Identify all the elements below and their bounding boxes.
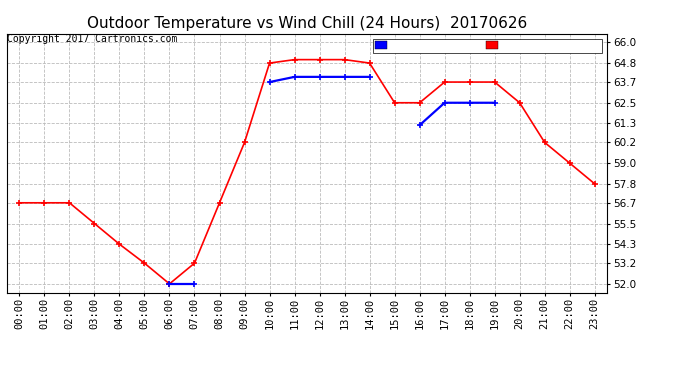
- Title: Outdoor Temperature vs Wind Chill (24 Hours)  20170626: Outdoor Temperature vs Wind Chill (24 Ho…: [87, 16, 527, 31]
- Text: Copyright 2017 Cartronics.com: Copyright 2017 Cartronics.com: [7, 34, 177, 44]
- Legend: Wind Chill  (°F), Temperature  (°F): Wind Chill (°F), Temperature (°F): [373, 39, 602, 53]
